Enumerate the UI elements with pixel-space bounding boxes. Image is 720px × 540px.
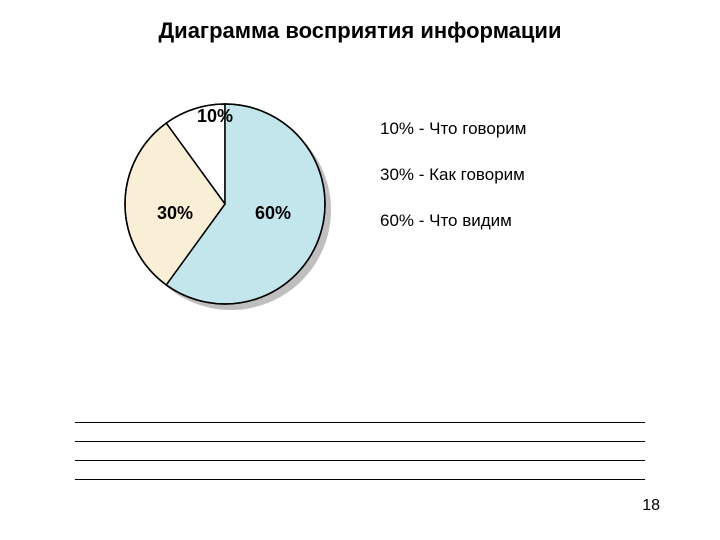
- slice-see-label: 60%: [255, 203, 291, 223]
- page-number: 18: [642, 497, 660, 515]
- blank-lines: [75, 404, 645, 480]
- slice-how-label: 30%: [157, 203, 193, 223]
- blank-line: [75, 404, 645, 423]
- legend-item-speak: 10% - Что говорим: [380, 119, 526, 139]
- blank-line: [75, 461, 645, 480]
- legend: 10% - Что говорим 30% - Как говорим 60% …: [380, 119, 526, 257]
- slice-speak-label: 10%: [197, 106, 233, 126]
- blank-line: [75, 442, 645, 461]
- chart-area: 10% 60% 30% 10% - Что говорим 30% - Как го…: [0, 74, 720, 374]
- legend-item-see: 60% - Что видим: [380, 211, 526, 231]
- blank-line: [75, 423, 645, 442]
- page-title: Диаграмма восприятия информации: [0, 0, 720, 44]
- legend-item-how: 30% - Как говорим: [380, 165, 526, 185]
- pie-chart: 10% 60% 30%: [115, 94, 355, 339]
